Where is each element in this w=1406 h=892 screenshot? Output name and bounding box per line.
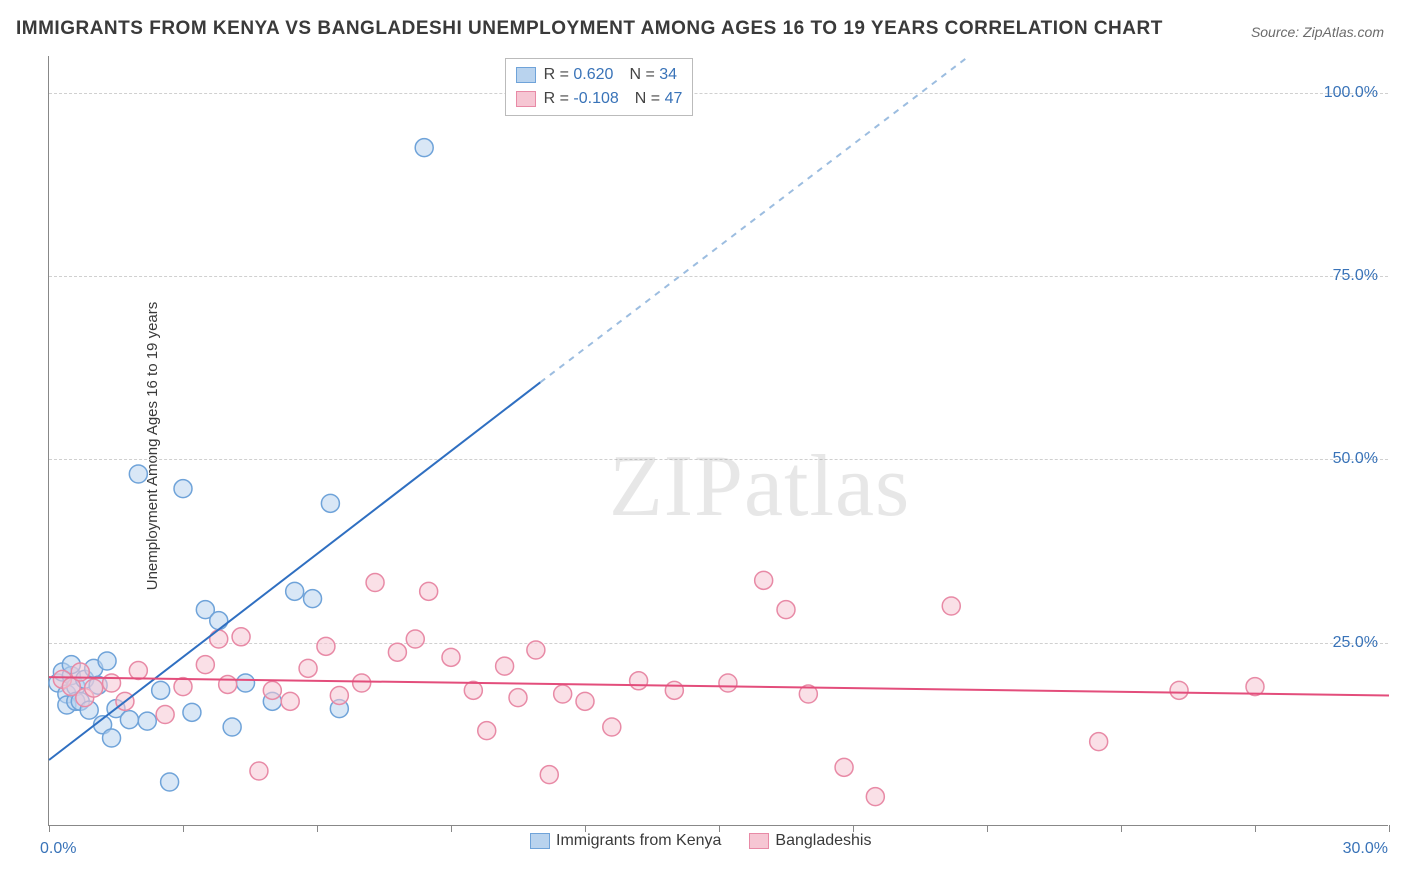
x-axis-max-label: 30.0% xyxy=(1343,840,1388,858)
data-point xyxy=(603,718,621,736)
x-tick xyxy=(1121,825,1122,832)
x-tick xyxy=(853,825,854,832)
data-point xyxy=(1170,681,1188,699)
data-point xyxy=(299,659,317,677)
data-point xyxy=(286,582,304,600)
data-point xyxy=(317,637,335,655)
series-legend-item: Immigrants from Kenya xyxy=(530,832,721,850)
data-point xyxy=(103,674,121,692)
series-label: Immigrants from Kenya xyxy=(556,832,721,849)
data-point xyxy=(85,679,103,697)
data-point xyxy=(156,706,174,724)
data-point xyxy=(630,672,648,690)
x-tick xyxy=(317,825,318,832)
data-point xyxy=(554,685,572,703)
x-tick xyxy=(1255,825,1256,832)
data-point xyxy=(942,597,960,615)
x-tick xyxy=(987,825,988,832)
data-point xyxy=(442,648,460,666)
data-point xyxy=(496,657,514,675)
data-point xyxy=(196,656,214,674)
data-point xyxy=(464,681,482,699)
data-point xyxy=(250,762,268,780)
legend-swatch xyxy=(530,833,550,849)
data-point xyxy=(183,703,201,721)
data-point xyxy=(540,766,558,784)
x-axis-min-label: 0.0% xyxy=(40,840,76,858)
series-legend-item: Bangladeshis xyxy=(749,832,871,850)
data-point xyxy=(138,712,156,730)
x-tick xyxy=(1389,825,1390,832)
data-point xyxy=(835,758,853,776)
data-point xyxy=(755,571,773,589)
data-point xyxy=(406,630,424,648)
data-point xyxy=(174,480,192,498)
data-point xyxy=(366,574,384,592)
data-point xyxy=(509,689,527,707)
legend-row: R = -0.108 N = 47 xyxy=(516,87,683,111)
data-point xyxy=(152,681,170,699)
scatter-svg xyxy=(49,56,1388,825)
data-point xyxy=(719,674,737,692)
legend-swatch xyxy=(516,91,536,107)
y-tick-label: 100.0% xyxy=(1324,84,1378,102)
x-tick xyxy=(585,825,586,832)
data-point xyxy=(174,678,192,696)
legend-row: R = 0.620 N = 34 xyxy=(516,63,683,87)
plot-area: ZIPatlas R = 0.620 N = 34 R = -0.108 N =… xyxy=(48,56,1388,826)
data-point xyxy=(478,722,496,740)
data-point xyxy=(576,692,594,710)
data-point xyxy=(321,494,339,512)
series-legend: Immigrants from Kenya Bangladeshis xyxy=(530,832,871,850)
data-point xyxy=(237,674,255,692)
data-point xyxy=(1090,733,1108,751)
data-point xyxy=(527,641,545,659)
x-tick xyxy=(49,825,50,832)
legend-swatch xyxy=(749,833,769,849)
data-point xyxy=(777,601,795,619)
data-point xyxy=(281,692,299,710)
data-point xyxy=(223,718,241,736)
chart-title: IMMIGRANTS FROM KENYA VS BANGLADESHI UNE… xyxy=(16,18,1163,40)
data-point xyxy=(219,675,237,693)
source-citation: Source: ZipAtlas.com xyxy=(1251,24,1384,40)
legend-swatch xyxy=(516,67,536,83)
data-point xyxy=(210,630,228,648)
data-point xyxy=(304,590,322,608)
x-tick xyxy=(183,825,184,832)
data-point xyxy=(129,662,147,680)
data-point xyxy=(232,628,250,646)
y-tick-label: 50.0% xyxy=(1333,450,1378,468)
data-point xyxy=(120,711,138,729)
data-point xyxy=(866,788,884,806)
data-point xyxy=(161,773,179,791)
data-point xyxy=(415,139,433,157)
y-tick-label: 25.0% xyxy=(1333,634,1378,652)
data-point xyxy=(330,686,348,704)
y-tick-label: 75.0% xyxy=(1333,267,1378,285)
data-point xyxy=(353,674,371,692)
correlation-legend: R = 0.620 N = 34 R = -0.108 N = 47 xyxy=(505,58,694,116)
data-point xyxy=(210,612,228,630)
series-label: Bangladeshis xyxy=(775,832,871,849)
data-point xyxy=(263,681,281,699)
data-point xyxy=(103,729,121,747)
data-point xyxy=(129,465,147,483)
x-tick xyxy=(451,825,452,832)
data-point xyxy=(388,643,406,661)
data-point xyxy=(665,681,683,699)
data-point xyxy=(98,652,116,670)
data-point xyxy=(420,582,438,600)
x-tick xyxy=(719,825,720,832)
